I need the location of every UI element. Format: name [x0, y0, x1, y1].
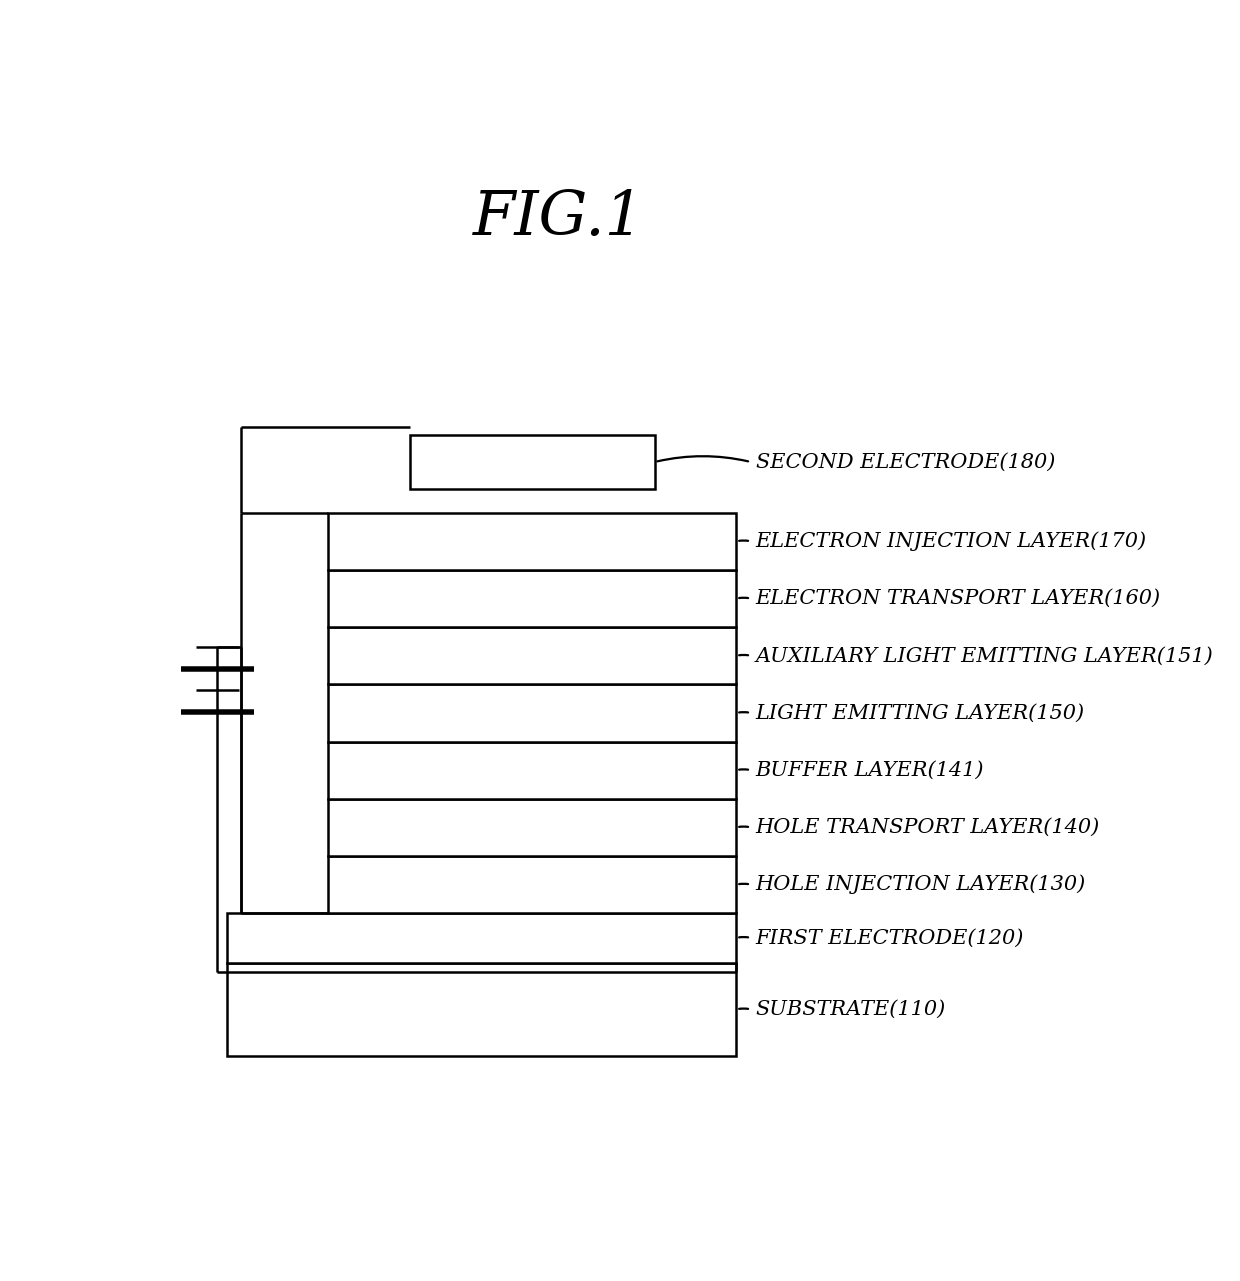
- Text: BUFFER LAYER(141): BUFFER LAYER(141): [755, 761, 985, 780]
- Bar: [327, 512, 737, 570]
- Text: FIRST ELECTRODE(120): FIRST ELECTRODE(120): [755, 929, 1024, 948]
- Text: ELECTRON INJECTION LAYER(170): ELECTRON INJECTION LAYER(170): [755, 532, 1147, 551]
- Bar: [227, 913, 737, 962]
- Bar: [409, 434, 655, 489]
- Text: SUBSTRATE(110): SUBSTRATE(110): [755, 1000, 946, 1018]
- Text: FIG.1: FIG.1: [472, 188, 645, 249]
- Bar: [327, 856, 737, 913]
- Bar: [327, 628, 737, 684]
- Bar: [327, 799, 737, 856]
- Bar: [327, 742, 737, 799]
- Text: AUXILIARY LIGHT EMITTING LAYER(151): AUXILIARY LIGHT EMITTING LAYER(151): [755, 647, 1214, 665]
- Bar: [227, 962, 737, 1057]
- Bar: [327, 684, 737, 742]
- Text: LIGHT EMITTING LAYER(150): LIGHT EMITTING LAYER(150): [755, 703, 1085, 722]
- Text: ELECTRON TRANSPORT LAYER(160): ELECTRON TRANSPORT LAYER(160): [755, 589, 1161, 608]
- Text: HOLE TRANSPORT LAYER(140): HOLE TRANSPORT LAYER(140): [755, 817, 1100, 836]
- Bar: [327, 570, 737, 628]
- Text: SECOND ELECTRODE(180): SECOND ELECTRODE(180): [755, 452, 1055, 471]
- Text: HOLE INJECTION LAYER(130): HOLE INJECTION LAYER(130): [755, 875, 1086, 894]
